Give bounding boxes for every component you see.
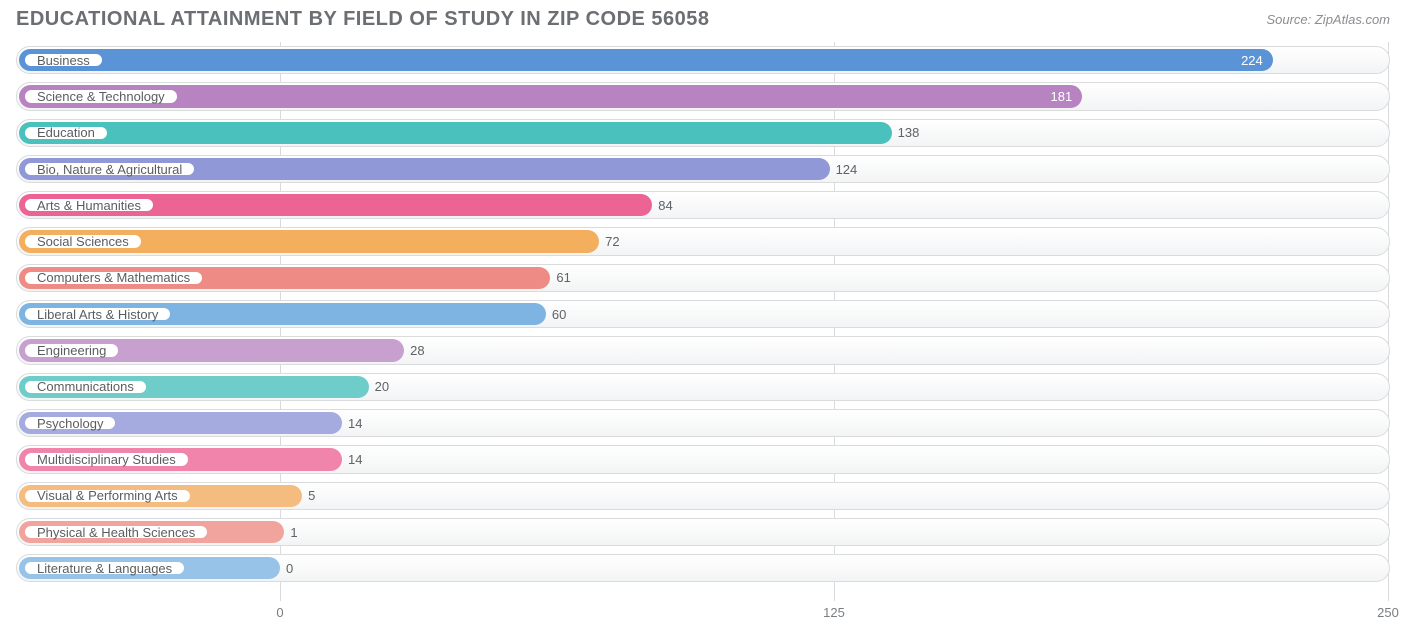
bar [19,122,892,144]
source-attribution: Source: ZipAtlas.com [1266,12,1390,27]
bar-value: 61 [550,260,570,296]
bar-row: Science & Technology181 [16,78,1390,114]
bar-value: 1 [284,514,297,550]
bar-row: Literature & Languages 0 [16,550,1390,586]
bar-value: 138 [892,115,920,151]
bar-row: Business224 [16,42,1390,78]
bar-row: Computers & Mathematics 61 [16,260,1390,296]
bar-value: 14 [342,405,362,441]
category-label-pill: Physical & Health Sciences [23,524,209,540]
category-label-pill: Social Sciences [23,233,143,249]
x-axis-tick-label: 250 [1377,605,1399,620]
bar-row: Communications 20 [16,369,1390,405]
category-label-pill: Psychology [23,415,117,431]
bar-row: Physical & Health Sciences 1 [16,514,1390,550]
category-label-pill: Visual & Performing Arts [23,488,192,504]
x-axis-tick-label: 125 [823,605,845,620]
x-axis: 0125250 [16,605,1390,625]
bar-value: 28 [404,332,424,368]
bar-row: Multidisciplinary Studies 14 [16,441,1390,477]
category-label-pill: Liberal Arts & History [23,306,172,322]
bar-value: 20 [369,369,389,405]
category-label-pill: Education [23,125,109,141]
bar-value: 224 [19,42,1273,78]
bar-value: 124 [830,151,858,187]
category-label-pill: Computers & Mathematics [23,270,204,286]
bar-value: 181 [19,78,1082,114]
chart-plot-area: Business224Science & Technology181Educat… [16,42,1390,601]
bar-value: 14 [342,441,362,477]
x-axis-tick-label: 0 [276,605,283,620]
category-label-pill: Literature & Languages [23,560,186,576]
bar-value: 5 [302,478,315,514]
bar-row: Engineering 28 [16,332,1390,368]
bar-row: Education 138 [16,115,1390,151]
category-label-pill: Multidisciplinary Studies [23,451,190,467]
category-label-pill: Communications [23,379,148,395]
bar-row: Liberal Arts & History 60 [16,296,1390,332]
bar-row: Visual & Performing Arts 5 [16,478,1390,514]
bar-row: Bio, Nature & Agricultural 124 [16,151,1390,187]
bar-value: 0 [280,550,293,586]
bar-value: 84 [652,187,672,223]
category-label-pill: Arts & Humanities [23,197,155,213]
category-label-pill: Bio, Nature & Agricultural [23,161,196,177]
bar-value: 60 [546,296,566,332]
bar-value: 72 [599,223,619,259]
category-label-pill: Engineering [23,342,120,358]
bar-row: Arts & Humanities 84 [16,187,1390,223]
bar-row: Psychology 14 [16,405,1390,441]
chart-title: EDUCATIONAL ATTAINMENT BY FIELD OF STUDY… [16,8,710,31]
bar-row: Social Sciences 72 [16,223,1390,259]
